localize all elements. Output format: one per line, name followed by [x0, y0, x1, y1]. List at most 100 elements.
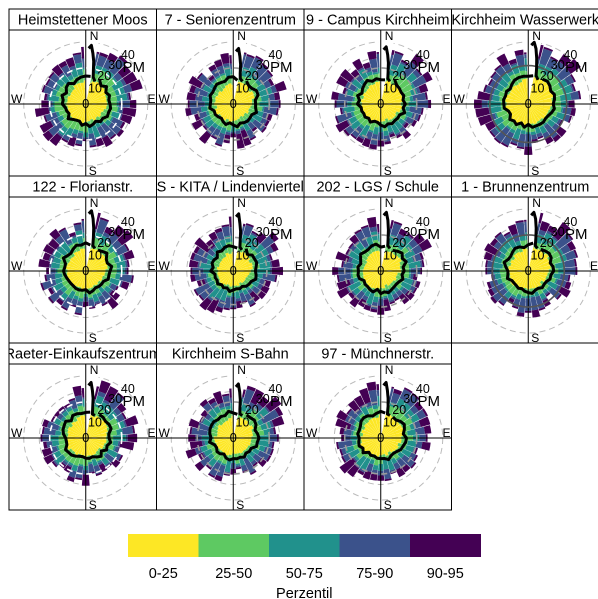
sector-band-1: [67, 104, 86, 112]
radial-tick-label: 10: [88, 416, 102, 430]
sector-band-5: [341, 455, 347, 463]
sector-band-3: [101, 67, 109, 74]
sector-band-3: [548, 237, 557, 247]
compass-east: E: [443, 259, 451, 273]
sector-band-4: [383, 468, 392, 480]
sector-band-5: [336, 410, 349, 422]
sector-band-4: [211, 128, 221, 139]
sector-band-3: [55, 430, 62, 436]
sector-band-5: [417, 114, 422, 122]
sector-band-1: [73, 251, 86, 271]
sector-band-4: [48, 122, 64, 137]
compass-south: S: [236, 164, 244, 178]
sector-band-3: [59, 121, 65, 127]
sector-band-1: [380, 271, 397, 278]
sector-band-1: [72, 88, 86, 104]
sector-band-2: [78, 289, 84, 299]
sector-band-5: [74, 143, 82, 147]
sector-band-5: [48, 71, 55, 79]
sector-band-1: [380, 251, 386, 271]
sector-band-5: [419, 252, 424, 260]
sector-band-1: [380, 438, 385, 455]
sector-band-1: [70, 271, 86, 285]
radial-tick-label: 40: [268, 382, 282, 396]
sector-band-1: [369, 253, 381, 271]
sector-band-1: [233, 104, 251, 109]
sector-band-1: [367, 104, 381, 120]
sector-band-1: [221, 423, 234, 438]
sector-band-4: [250, 232, 258, 238]
sector-band-5: [266, 455, 272, 462]
sector-band-5: [498, 300, 505, 307]
sector-band-4: [405, 234, 413, 241]
radial-tick-label: 40: [416, 48, 430, 62]
sector-band-4: [201, 118, 206, 125]
sector-band-5: [196, 72, 203, 80]
sector-band-4: [214, 296, 220, 301]
sector-band-4: [260, 235, 275, 249]
sector-band-1: [516, 251, 529, 271]
sector-band-5: [130, 275, 134, 284]
compass-north: N: [532, 196, 541, 210]
sector-band-5: [362, 470, 372, 480]
sector-band-2: [549, 256, 562, 265]
sector-band-1: [224, 256, 234, 271]
sector-band-4: [107, 289, 113, 295]
sector-band-1: [66, 438, 86, 443]
sector-band-5: [271, 259, 280, 268]
variable-label: PM: [418, 393, 441, 410]
sector-band-5: [273, 92, 281, 101]
sector-band-4: [215, 132, 226, 145]
compass-east: E: [443, 92, 451, 106]
sector-band-2: [213, 425, 219, 431]
sector-band-3: [91, 458, 99, 467]
sector-band-5: [106, 296, 119, 310]
median-line: [60, 74, 113, 128]
sector-band-4: [210, 77, 216, 83]
radial-tick-label: 30: [403, 58, 417, 72]
sector-band-4: [510, 295, 516, 300]
sector-band-1: [363, 423, 381, 438]
sector-band-1: [380, 104, 392, 121]
sector-band-5: [490, 238, 499, 247]
sector-band-2: [390, 244, 398, 254]
sector-band-1: [528, 271, 547, 279]
sector-band-3: [105, 70, 115, 80]
sector-band-3: [390, 290, 396, 296]
sector-band-3: [369, 458, 375, 465]
sector-band-1: [85, 438, 104, 450]
sector-band-4: [419, 260, 423, 268]
sector-band-1: [73, 84, 86, 104]
sector-band-5: [507, 223, 518, 236]
sector-band-5: [389, 132, 396, 138]
sector-band-4: [62, 134, 70, 142]
sector-band-1: [369, 104, 381, 122]
sector-band-1: [233, 104, 250, 111]
sector-band-5: [193, 288, 199, 296]
sector-band-3: [104, 119, 112, 127]
sector-band-5: [223, 307, 230, 311]
sector-band-2: [210, 427, 218, 434]
sector-band-2: [242, 115, 248, 121]
sector-band-4: [408, 238, 419, 249]
compass-north: N: [237, 29, 246, 43]
center-label: 0: [82, 263, 89, 278]
sector-band-1: [85, 438, 107, 444]
sector-band-4: [197, 422, 210, 432]
sector-band-4: [96, 55, 107, 68]
sector-band-1: [216, 430, 234, 438]
sector-band-5: [119, 121, 126, 129]
sector-band-4: [49, 289, 64, 303]
sector-band-1: [215, 104, 234, 116]
sector-band-5: [339, 107, 343, 115]
sector-band-1: [512, 104, 529, 123]
sector-band-5: [38, 258, 51, 268]
center-label: 0: [377, 263, 384, 278]
sector-band-4: [196, 248, 209, 259]
compass-south: S: [236, 331, 244, 345]
sector-band-4: [202, 451, 207, 458]
sector-band-4: [264, 406, 271, 413]
sector-band-1: [520, 271, 529, 290]
sector-band-3: [256, 418, 264, 426]
